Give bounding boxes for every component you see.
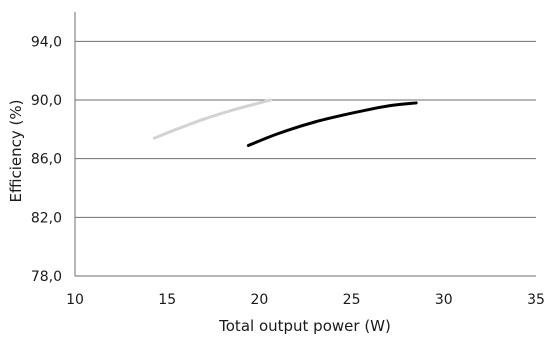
x-tick-label-3: 25 (343, 292, 361, 308)
series-line-0 (152, 98, 272, 140)
y-tick-label-2: 86,0 (31, 152, 62, 168)
axes (74, 12, 536, 277)
tick-labels: 78,0 82,0 86,0 90,0 94,0 10 15 20 25 30 35 (31, 34, 544, 308)
x-tick-label-4: 30 (435, 292, 453, 308)
x-tick-label-5: 35 (527, 292, 544, 308)
series-lines (152, 98, 418, 147)
x-axis-title: Total output power (W) (218, 317, 391, 335)
grid-lines (75, 40, 536, 218)
y-tick-label-1: 82,0 (31, 210, 62, 226)
y-tick-label-0: 78,0 (31, 269, 62, 285)
y-tick-label-3: 90,0 (31, 93, 62, 109)
x-tick-label-2: 20 (250, 292, 268, 308)
x-tick-label-1: 15 (158, 292, 176, 308)
y-tick-label-4: 94,0 (31, 34, 62, 50)
x-tick-label-0: 10 (66, 292, 84, 308)
y-axis-title: Efficiency (%) (7, 100, 25, 203)
series-line-1 (246, 101, 418, 147)
